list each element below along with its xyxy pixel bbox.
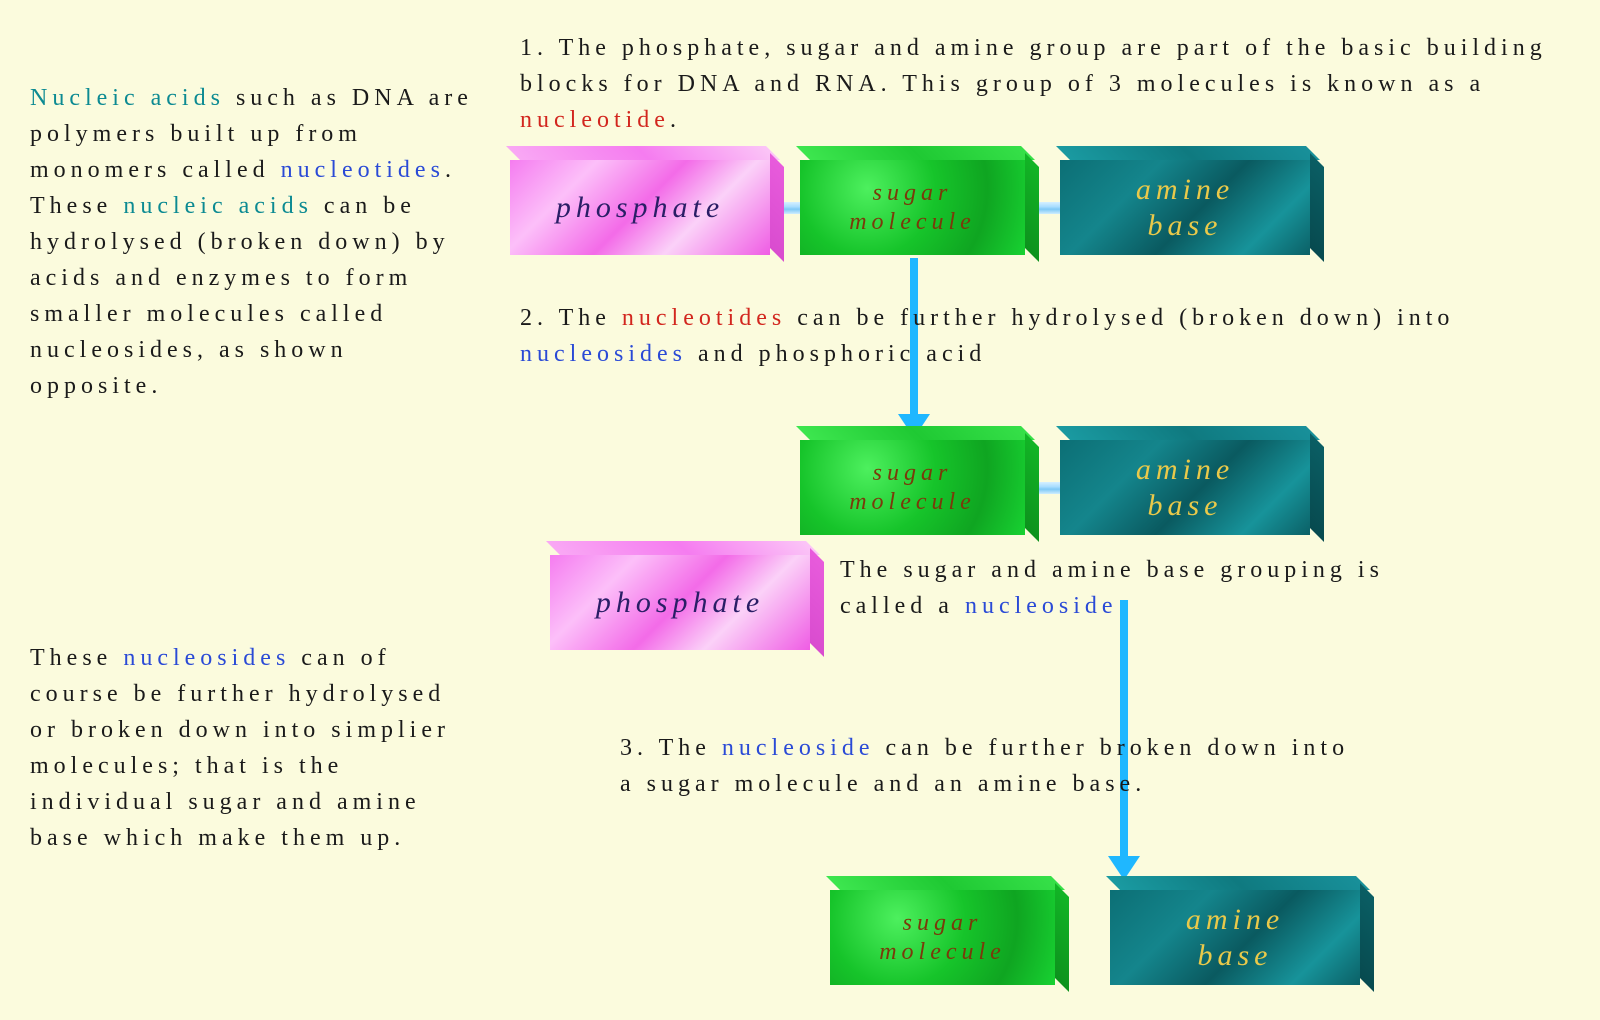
amine-block-1: aminebase	[1060, 160, 1310, 255]
sugar-block-2: sugarmolecule	[800, 440, 1025, 535]
kw-nucleosides: nucleosides	[123, 645, 290, 671]
kw-nucleotide: nucleotide	[520, 107, 670, 133]
step-2-note: The sugar and amine base grouping is cal…	[840, 552, 1420, 624]
sugar-block-3: sugarmolecule	[830, 890, 1055, 985]
kw-nucleosides-2: nucleosides	[520, 341, 687, 367]
step-3-text: 3. The nucleoside can be further broken …	[620, 730, 1360, 802]
kw-nucleic-acids: Nucleic acids	[30, 85, 225, 111]
kw-nucleoside-2: nucleoside	[722, 735, 875, 761]
kw-nucleotides: nucleotides	[281, 157, 445, 183]
step-2-text: 2. The nucleotides can be further hydrol…	[520, 300, 1550, 372]
kw-nucleotides-2: nucleotides	[622, 305, 786, 331]
kw-nucleic-acids-2: nucleic acids	[123, 193, 313, 219]
step-1-text: 1. The phosphate, sugar and amine group …	[520, 30, 1550, 138]
phosphate-block-1: phosphate	[510, 160, 770, 255]
amine-block-2: aminebase	[1060, 440, 1310, 535]
phosphate-block-2: phosphate	[550, 555, 810, 650]
amine-block-3: aminebase	[1110, 890, 1360, 985]
intro-paragraph-1: Nucleic acids such as DNA are polymers b…	[30, 80, 480, 404]
sugar-block-1: sugarmolecule	[800, 160, 1025, 255]
kw-nucleoside: nucleoside	[965, 593, 1118, 619]
intro-paragraph-2: These nucleosides can of course be furth…	[30, 640, 480, 856]
